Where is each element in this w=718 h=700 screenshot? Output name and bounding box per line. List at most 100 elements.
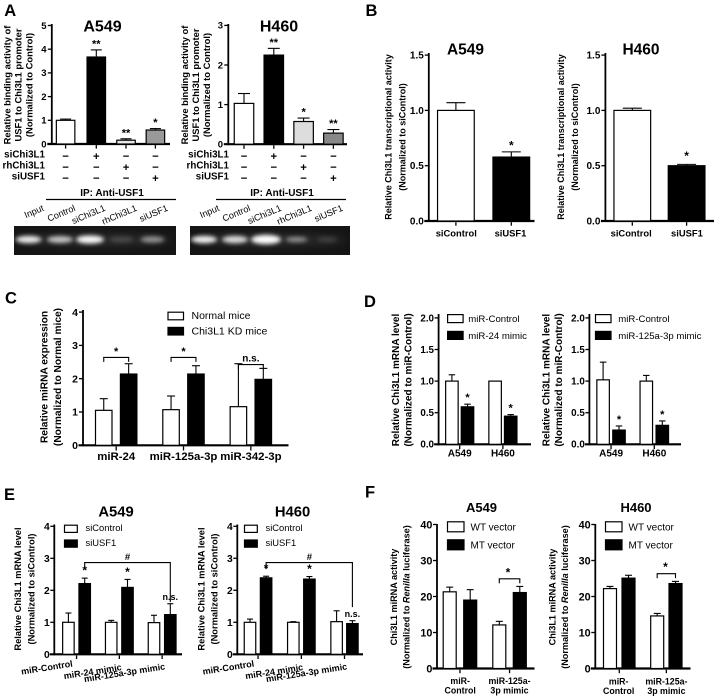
svg-text:1.5: 1.5 xyxy=(410,51,424,62)
svg-text:**: ** xyxy=(92,38,101,50)
svg-text:miR-125a-3p mimic: miR-125a-3p mimic xyxy=(265,661,348,684)
svg-text:3p mimic: 3p mimic xyxy=(647,686,685,696)
svg-text:1: 1 xyxy=(227,618,233,629)
svg-text:−: − xyxy=(62,173,69,185)
svg-text:rhChi3L1: rhChi3L1 xyxy=(3,161,46,172)
svg-text:0.5: 0.5 xyxy=(410,161,424,172)
svg-text:siControl: siControl xyxy=(266,522,303,533)
svg-text:*: * xyxy=(663,560,668,574)
svg-text:2: 2 xyxy=(44,586,50,597)
svg-text:miR-Control: miR-Control xyxy=(618,314,669,325)
svg-text:−: − xyxy=(241,173,248,185)
svg-text:1.5: 1.5 xyxy=(420,345,434,356)
svg-text:USF1 to Chi3L1 promoter: USF1 to Chi3L1 promoter xyxy=(13,28,24,141)
svg-text:*: * xyxy=(465,392,470,404)
svg-text:Relative Chi3L1 transcriptiona: Relative Chi3L1 transcriptional activity xyxy=(556,54,566,220)
svg-text:−: − xyxy=(123,173,130,185)
svg-text:*: * xyxy=(506,565,511,579)
svg-text:4: 4 xyxy=(41,45,47,56)
svg-text:*: * xyxy=(82,564,87,578)
svg-text:miR-342-3p: miR-342-3p xyxy=(220,451,281,463)
svg-text:2.0: 2.0 xyxy=(571,313,585,324)
svg-text:F: F xyxy=(365,484,375,502)
svg-text:(Normalized to Normal mice): (Normalized to Normal mice) xyxy=(53,308,64,446)
svg-text:1.0: 1.0 xyxy=(420,377,434,388)
svg-text:Normal mice: Normal mice xyxy=(192,310,251,322)
svg-text:(Normalized to siControl): (Normalized to siControl) xyxy=(27,533,37,644)
svg-text:0: 0 xyxy=(585,663,591,675)
svg-text:siUSF1: siUSF1 xyxy=(495,228,527,239)
svg-text:siUSF1: siUSF1 xyxy=(86,537,117,548)
svg-text:4: 4 xyxy=(227,522,233,533)
svg-text:H460: H460 xyxy=(620,500,651,515)
svg-text:−: − xyxy=(152,162,159,174)
svg-text:0: 0 xyxy=(41,139,46,150)
svg-text:siUSF1: siUSF1 xyxy=(671,228,703,239)
svg-text:(Normalized to Renilla lucifer: (Normalized to Renilla luciferase) xyxy=(402,525,412,669)
svg-text:A: A xyxy=(4,2,16,20)
svg-text:rhChi3L1: rhChi3L1 xyxy=(275,203,313,227)
svg-text:40: 40 xyxy=(420,519,432,531)
svg-text:0.5: 0.5 xyxy=(420,408,434,419)
svg-text:**: ** xyxy=(270,37,279,49)
svg-text:3: 3 xyxy=(41,68,46,79)
svg-text:*: * xyxy=(660,409,665,421)
svg-text:miR-125a-: miR-125a- xyxy=(645,677,687,687)
svg-text:2: 2 xyxy=(41,92,46,103)
svg-text:*: * xyxy=(617,414,622,426)
svg-text:*: * xyxy=(684,149,689,163)
svg-text:Relative binding activity of: Relative binding activity of xyxy=(179,25,190,145)
svg-text:H460: H460 xyxy=(642,449,666,460)
svg-text:**: ** xyxy=(329,118,338,130)
svg-text:rhChi3L1: rhChi3L1 xyxy=(100,203,138,227)
svg-text:Relative miRNA expression: Relative miRNA expression xyxy=(40,311,51,443)
svg-text:1.0: 1.0 xyxy=(410,106,424,117)
svg-text:Control: Control xyxy=(603,686,634,696)
svg-text:1.5: 1.5 xyxy=(586,51,600,62)
svg-text:+: + xyxy=(93,151,100,163)
svg-text:0.0: 0.0 xyxy=(571,440,585,451)
svg-text:1.0: 1.0 xyxy=(586,106,600,117)
svg-text:0: 0 xyxy=(72,440,78,452)
svg-text:2: 2 xyxy=(72,373,78,385)
svg-text:0: 0 xyxy=(218,140,223,151)
svg-text:miR-125a-3p: miR-125a-3p xyxy=(150,451,218,463)
svg-text:*: * xyxy=(509,139,514,153)
svg-text:0.0: 0.0 xyxy=(586,217,600,228)
svg-text:1: 1 xyxy=(41,116,47,127)
svg-text:−: − xyxy=(270,173,277,185)
svg-text:siControl: siControl xyxy=(611,228,652,239)
svg-text:USF1 to Chi3L1 promoter: USF1 to Chi3L1 promoter xyxy=(190,28,201,141)
svg-text:n.s.: n.s. xyxy=(345,609,361,619)
svg-text:2: 2 xyxy=(218,60,223,71)
svg-text:#: # xyxy=(125,552,131,563)
svg-text:miR-125a-3p mimic: miR-125a-3p mimic xyxy=(83,661,166,684)
svg-text:1.0: 1.0 xyxy=(571,377,585,388)
svg-text:**: ** xyxy=(122,127,131,139)
svg-text:40: 40 xyxy=(579,519,591,531)
svg-text:(Normalized to siControl): (Normalized to siControl) xyxy=(570,83,580,191)
svg-text:miR-24: miR-24 xyxy=(97,451,136,463)
svg-text:20: 20 xyxy=(420,591,432,603)
svg-text:(Normalized to Renilla lucifer: (Normalized to Renilla luciferase) xyxy=(560,525,570,669)
svg-text:−: − xyxy=(241,151,248,163)
svg-text:−: − xyxy=(300,173,307,185)
svg-text:miR-125a-: miR-125a- xyxy=(488,676,530,686)
svg-text:(Normalized to siControl): (Normalized to siControl) xyxy=(210,533,220,644)
svg-text:−: − xyxy=(93,173,100,185)
svg-text:siControl: siControl xyxy=(436,228,477,239)
svg-text:rhChi3L1: rhChi3L1 xyxy=(187,161,230,172)
svg-text:A549: A549 xyxy=(98,505,133,521)
svg-text:miR-: miR- xyxy=(450,676,470,686)
svg-text:−: − xyxy=(62,162,69,174)
svg-text:1: 1 xyxy=(218,100,224,111)
svg-text:siUSF1: siUSF1 xyxy=(266,537,297,548)
svg-text:MT vector: MT vector xyxy=(471,541,516,552)
svg-text:−: − xyxy=(152,151,159,163)
svg-text:(Normalized to miR-Control): (Normalized to miR-Control) xyxy=(403,313,414,446)
svg-text:miR-125a-3p mimic: miR-125a-3p mimic xyxy=(618,331,701,342)
svg-text:Relative Chi3L1 mRNA level: Relative Chi3L1 mRNA level xyxy=(542,314,553,447)
svg-text:+: + xyxy=(270,151,277,163)
svg-text:5: 5 xyxy=(41,21,47,32)
svg-text:0.5: 0.5 xyxy=(571,408,585,419)
